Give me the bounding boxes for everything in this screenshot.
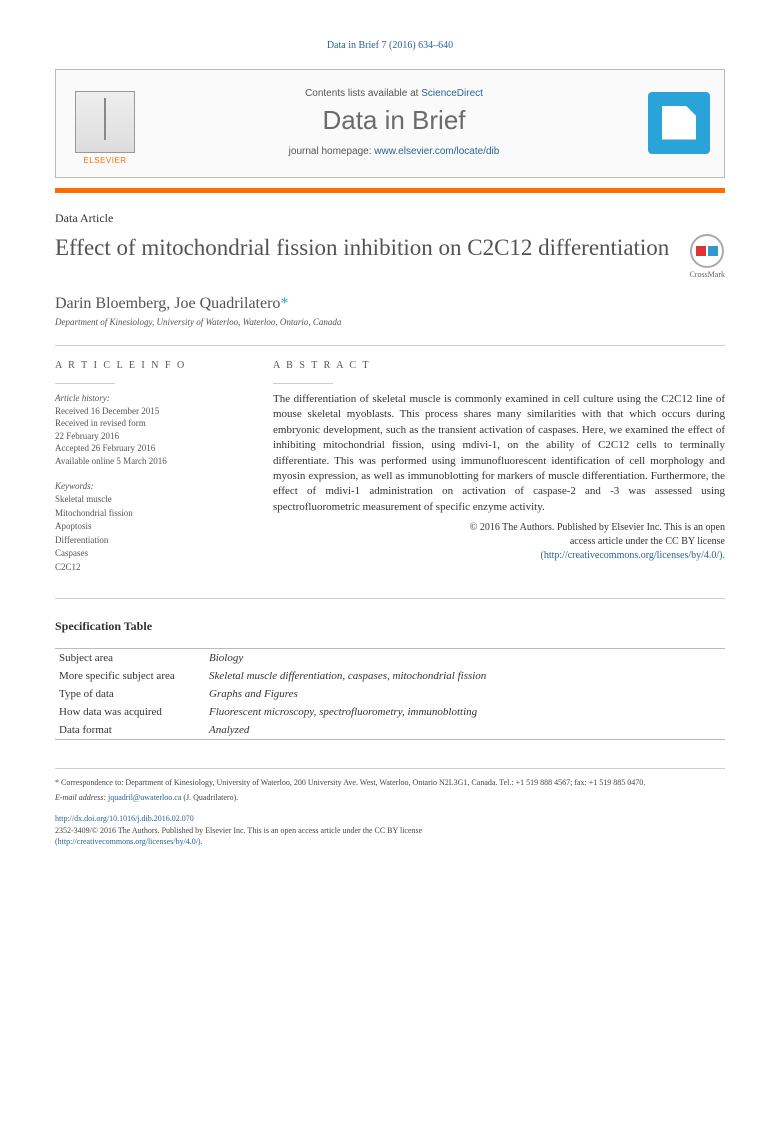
abstract-heading: A B S T R A C T [273, 360, 725, 371]
journal-name: Data in Brief [154, 105, 634, 136]
crossmark-label: CrossMark [689, 270, 725, 279]
journal-header: ELSEVIER Contents lists available at Sci… [55, 69, 725, 178]
article-title: Effect of mitochondrial fission inhibiti… [55, 234, 669, 263]
running-header: Data in Brief 7 (2016) 634–640 [55, 40, 725, 51]
orange-divider [55, 188, 725, 193]
publisher-name: ELSEVIER [83, 156, 126, 165]
info-rule [55, 383, 115, 384]
doi-link[interactable]: http://dx.doi.org/10.1016/j.dib.2016.02.… [55, 814, 194, 823]
divider [55, 345, 725, 346]
table-row: More specific subject areaSkeletal muscl… [55, 667, 725, 685]
elsevier-tree-icon [75, 91, 135, 153]
authors: Darin Bloemberg, Joe Quadrilatero* [55, 295, 725, 313]
crossmark-icon [696, 240, 718, 262]
contents-line: Contents lists available at ScienceDirec… [154, 88, 634, 99]
crossmark-badge[interactable]: CrossMark [689, 234, 725, 279]
cc-license-link-footer[interactable]: (http://creativecommons.org/licenses/by/… [55, 837, 203, 846]
specification-table: Subject areaBiology More specific subjec… [55, 648, 725, 740]
abstract-text: The differentiation of skeletal muscle i… [273, 392, 725, 515]
affiliation: Department of Kinesiology, University of… [55, 317, 725, 327]
article-history: Article history: Received 16 December 20… [55, 392, 245, 468]
table-row: How data was acquiredFluorescent microsc… [55, 703, 725, 721]
dib-logo-icon [648, 92, 710, 154]
email-link[interactable]: jquadril@uwaterloo.ca [108, 793, 181, 802]
doi-block: http://dx.doi.org/10.1016/j.dib.2016.02.… [55, 813, 725, 847]
email-footnote: E-mail address: jquadril@uwaterloo.ca (J… [55, 792, 725, 803]
copyright-block: © 2016 The Authors. Published by Elsevie… [273, 521, 725, 563]
corresponding-mark: * [280, 295, 288, 312]
correspondence-footnote: * Correspondence to: Department of Kines… [55, 777, 725, 788]
elsevier-logo: ELSEVIER [70, 80, 140, 165]
cc-license-link[interactable]: (http://creativecommons.org/licenses/by/… [541, 550, 726, 561]
homepage-line: journal homepage: www.elsevier.com/locat… [154, 146, 634, 157]
table-row: Subject areaBiology [55, 649, 725, 668]
spec-table-heading: Specification Table [55, 619, 725, 634]
article-info-heading: A R T I C L E I N F O [55, 360, 245, 371]
table-row: Type of dataGraphs and Figures [55, 685, 725, 703]
abstract-rule [273, 383, 333, 384]
sciencedirect-link[interactable]: ScienceDirect [421, 88, 483, 99]
journal-homepage-link[interactable]: www.elsevier.com/locate/dib [374, 146, 499, 157]
keywords-block: Keywords: Skeletal muscle Mitochondrial … [55, 480, 245, 575]
divider [55, 598, 725, 599]
article-type: Data Article [55, 211, 725, 226]
table-row: Data formatAnalyzed [55, 721, 725, 740]
